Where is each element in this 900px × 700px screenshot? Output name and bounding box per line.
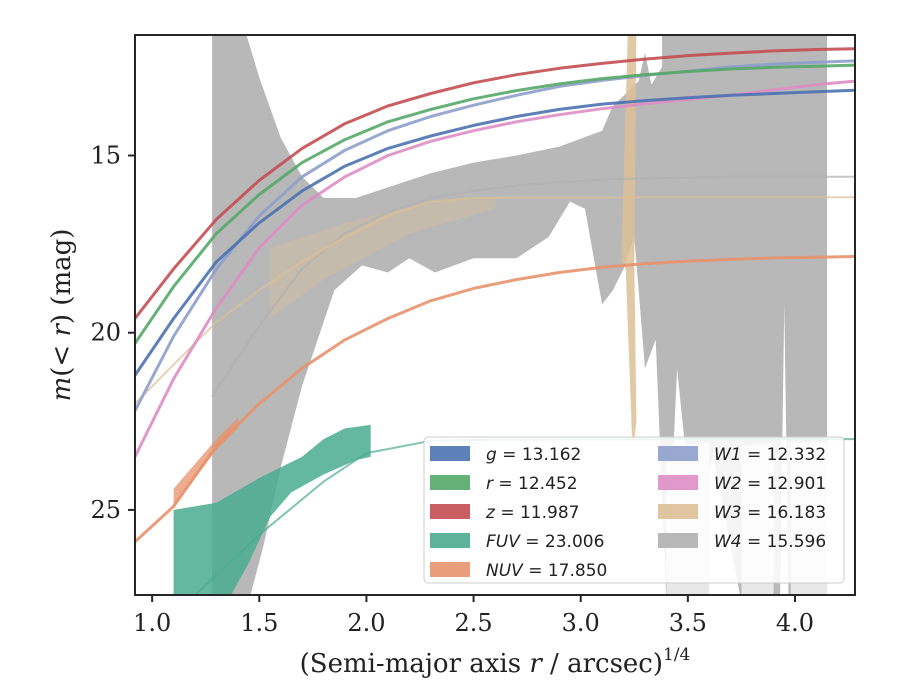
x-tick-label: 4.0 — [776, 609, 814, 637]
legend-label-w3: W3 = 16.183 — [714, 503, 826, 523]
legend-swatch-z — [430, 504, 470, 519]
plot-frame — [134, 34, 856, 596]
legend-label-fuv: FUV = 23.006 — [486, 532, 604, 552]
fuv-band — [173, 424, 371, 595]
y-axis-title-inner: (< — [47, 337, 77, 377]
x-tick-label: 2.5 — [454, 609, 492, 637]
w4-band-main — [212, 35, 828, 595]
legend-label-w4: W4 = 15.596 — [714, 532, 826, 552]
legend-label-w2: W2 = 12.901 — [714, 474, 826, 494]
legend-swatch-w1 — [658, 446, 698, 461]
legend-swatch-w4 — [658, 533, 698, 548]
x-axis-title-var: r — [529, 649, 543, 679]
legend: g = 13.162 r = 12.452 z = 11.987 FUV = 23.0… — [423, 436, 845, 584]
x-tick-label: 3.5 — [669, 609, 707, 637]
legend-swatch-w2 — [658, 475, 698, 490]
x-axis-title-sup: 1/4 — [663, 645, 690, 665]
legend-label-z: z = 11.987 — [485, 503, 579, 523]
y-tick-label: 20 — [90, 319, 121, 347]
legend-label-r: r = 12.452 — [486, 474, 578, 494]
legend-swatch-w3 — [658, 504, 698, 519]
legend-swatch-g — [430, 446, 470, 461]
y-axis-title-m: m — [47, 377, 77, 402]
series-line-nuv — [135, 255, 855, 543]
legend-label-w1: W1 = 12.332 — [714, 445, 826, 465]
x-axis-title-prefix: (Semi-major axis — [300, 649, 530, 679]
x-axis-title-mid: / arcsec) — [542, 649, 663, 679]
x-tick-label: 1.0 — [133, 609, 171, 637]
legend-box — [423, 436, 845, 584]
x-axis: 1.0 1.5 2.0 2.5 3.0 3.5 4.0 — [133, 595, 814, 637]
legend-label-g: g = 13.162 — [486, 445, 581, 465]
x-tick-label: 2.0 — [347, 609, 385, 637]
legend-swatch-fuv — [430, 533, 470, 548]
x-tick-label: 1.5 — [240, 609, 278, 637]
y-axis-title-r: r — [47, 323, 77, 337]
y-axis-title-unit: (mag) — [47, 229, 77, 314]
series-line-g — [135, 88, 855, 377]
w3-band — [621, 35, 637, 440]
legend-swatch-nuv — [430, 562, 470, 577]
y-tick-label: 25 — [90, 496, 121, 524]
y-axis: 15 20 25 — [90, 142, 135, 524]
y-axis-title: m(< r) (mag) — [47, 229, 77, 402]
x-axis-title: (Semi-major axis r / arcsec)1/4 — [300, 645, 691, 679]
y-axis-title-close: ) — [47, 314, 77, 324]
series-line-w1 — [135, 59, 855, 412]
legend-swatch-r — [430, 475, 470, 490]
series-line-w3 — [135, 196, 855, 405]
series-line-w4 — [211, 175, 855, 398]
series-line-r — [135, 63, 855, 345]
legend-label-nuv: NUV = 17.850 — [486, 561, 607, 581]
x-tick-label: 3.0 — [562, 609, 600, 637]
y-tick-label: 15 — [90, 142, 121, 170]
series-line-z — [135, 47, 855, 320]
